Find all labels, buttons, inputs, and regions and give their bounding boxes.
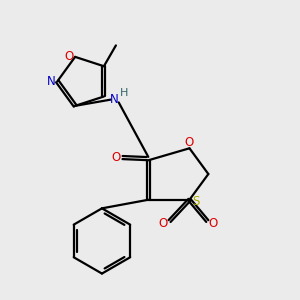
Text: O: O	[209, 217, 218, 230]
Text: S: S	[193, 195, 200, 208]
Text: O: O	[185, 136, 194, 148]
Text: O: O	[64, 50, 74, 63]
Text: O: O	[159, 217, 168, 230]
Text: N: N	[110, 93, 119, 106]
Text: O: O	[112, 151, 121, 164]
Text: H: H	[120, 88, 128, 98]
Text: N: N	[47, 75, 56, 88]
